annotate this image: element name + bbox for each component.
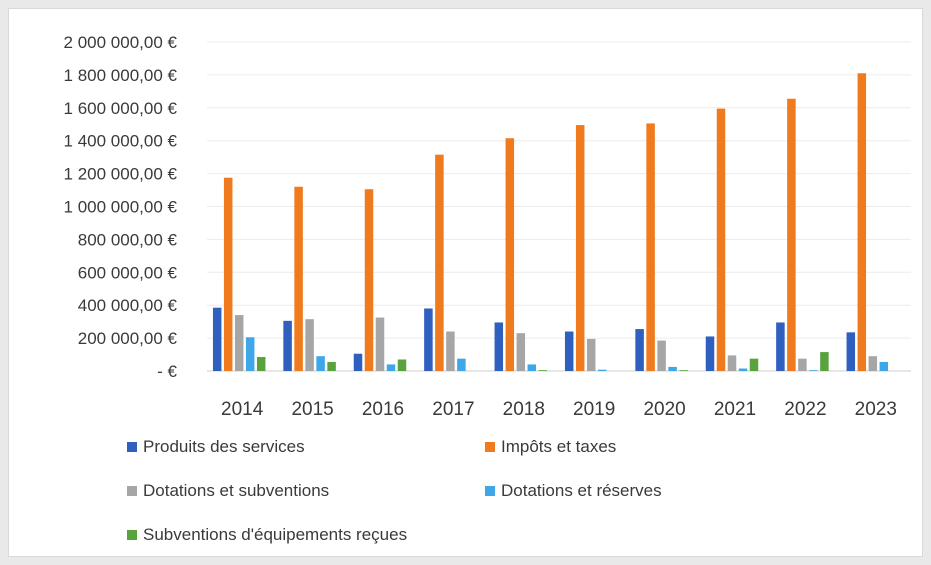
y-tick-label-1: 200 000,00 € [78,329,178,348]
bar-dotations-et-subventions-2018 [516,333,526,371]
legend-item-dotations-et-reserves: Dotations et réserves [485,481,662,501]
legend-swatch-impots-et-taxes [485,442,495,452]
bar-dotations-et-subventions-2019 [586,338,596,371]
bar-impots-et-taxes-2017 [435,154,444,371]
bar-chart: - € 200 000,00 € 400 000,00 € 600 000,00 € 8… [64,33,911,420]
y-tick-label-3: 600 000,00 € [78,263,178,282]
bar-dotations-et-reserves-2014 [245,337,255,371]
bar-subventions-d-equipements-recues-2022 [820,352,829,371]
bar-subventions-d-equipements-recues-2020 [679,370,688,371]
bar-dotations-et-reserves-2019 [597,369,607,371]
y-tick-label-9: 1 800 000,00 € [64,66,178,85]
y-tick-label-6: 1 200 000,00 € [64,165,178,184]
legend-swatch-subventions-equipements [127,530,137,540]
bar-impots-et-taxes-2023 [857,73,867,371]
legend-swatch-dotations-et-subventions [127,486,137,496]
x-tick-label-2021: 2021 [714,399,756,420]
legend-item-dotations-et-subventions: Dotations et subventions [127,481,329,501]
bar-dotations-et-subventions-2021 [727,355,737,371]
bar-dotations-et-reserves-2022 [809,370,818,371]
x-tick-label-2016: 2016 [362,399,404,420]
bar-subventions-d-equipements-recues-2018 [538,370,548,371]
bar-produits-des-services-2016 [353,353,363,371]
bar-produits-des-services-2022 [776,322,785,371]
bar-impots-et-taxes-2014 [223,177,233,371]
bar-produits-des-services-2014 [212,307,222,371]
bar-impots-et-taxes-2016 [364,189,374,371]
bar-produits-des-services-2021 [705,336,715,371]
legend-swatch-produits-des-services [127,442,137,452]
y-tick-label-5: 1 000 000,00 € [64,198,178,217]
legend-label-impots-et-taxes: Impôts et taxes [501,437,617,456]
chart-card: - € 200 000,00 € 400 000,00 € 600 000,00 € 8… [8,8,923,557]
legend-swatch-dotations-et-reserves [485,486,495,496]
y-tick-label-7: 1 400 000,00 € [64,132,178,151]
x-tick-label-2018: 2018 [503,399,545,420]
y-tick-label-4: 800 000,00 € [78,230,178,249]
bar-subventions-d-equipements-recues-2021 [749,358,759,371]
x-tick-label-2017: 2017 [432,399,474,420]
bar-impots-et-taxes-2015 [294,186,303,371]
bar-dotations-et-reserves-2023 [879,361,889,371]
bar-produits-des-services-2018 [494,322,504,371]
y-tick-label-0: - € [157,362,177,381]
bar-dotations-et-subventions-2017 [446,331,455,371]
bar-impots-et-taxes-2018 [505,138,515,371]
bar-dotations-et-reserves-2015 [316,356,325,371]
bar-subventions-d-equipements-recues-2016 [397,359,407,371]
bar-dotations-et-subventions-2014 [234,315,244,371]
bar-dotations-et-subventions-2022 [798,358,807,371]
legend-label-produits-des-services: Produits des services [143,437,305,456]
bar-dotations-et-subventions-2023 [868,356,878,371]
bar-dotations-et-subventions-2015 [305,319,314,371]
x-tick-label-2014: 2014 [221,399,264,420]
legend-label-dotations-et-subventions: Dotations et subventions [143,481,330,500]
x-tick-label-2015: 2015 [291,399,333,420]
bar-impots-et-taxes-2020 [646,123,655,372]
bar-subventions-d-equipements-recues-2015 [327,361,336,371]
x-tick-label-2023: 2023 [855,399,897,420]
legend: Produits des services Impôts et taxes Do… [127,437,887,557]
y-tick-label-8: 1 600 000,00 € [64,99,178,118]
bar-produits-des-services-2020 [635,329,644,371]
legend-label-subventions-equipements: Subventions d'équipements reçues [143,525,408,544]
bar-produits-des-services-2017 [424,308,433,371]
bar-produits-des-services-2015 [283,320,292,371]
x-tick-label-2020: 2020 [643,399,685,420]
legend-item-subventions-equipements: Subventions d'équipements reçues [127,525,407,545]
bar-dotations-et-reserves-2018 [527,364,537,371]
bar-dotations-et-subventions-2020 [657,340,666,371]
y-tick-label-10: 2 000 000,00 € [64,33,178,52]
bar-dotations-et-reserves-2020 [668,366,677,371]
x-tick-label-2022: 2022 [784,399,826,420]
y-tick-label-2: 400 000,00 € [78,296,178,315]
bar-impots-et-taxes-2021 [716,108,726,371]
bar-dotations-et-reserves-2017 [457,358,466,371]
bar-produits-des-services-2023 [846,332,856,371]
legend-item-produits-des-services: Produits des services [127,437,305,457]
bar-dotations-et-subventions-2016 [375,317,385,371]
bar-dotations-et-reserves-2016 [386,364,396,371]
x-tick-label-2019: 2019 [573,399,615,420]
legend-label-dotations-et-reserves: Dotations et réserves [501,481,662,500]
bar-produits-des-services-2019 [564,331,574,371]
bar-subventions-d-equipements-recues-2014 [256,357,266,371]
bar-impots-et-taxes-2022 [787,98,796,371]
legend-item-impots-et-taxes: Impôts et taxes [485,437,616,457]
bar-dotations-et-reserves-2021 [738,368,748,371]
bar-impots-et-taxes-2019 [575,125,585,371]
